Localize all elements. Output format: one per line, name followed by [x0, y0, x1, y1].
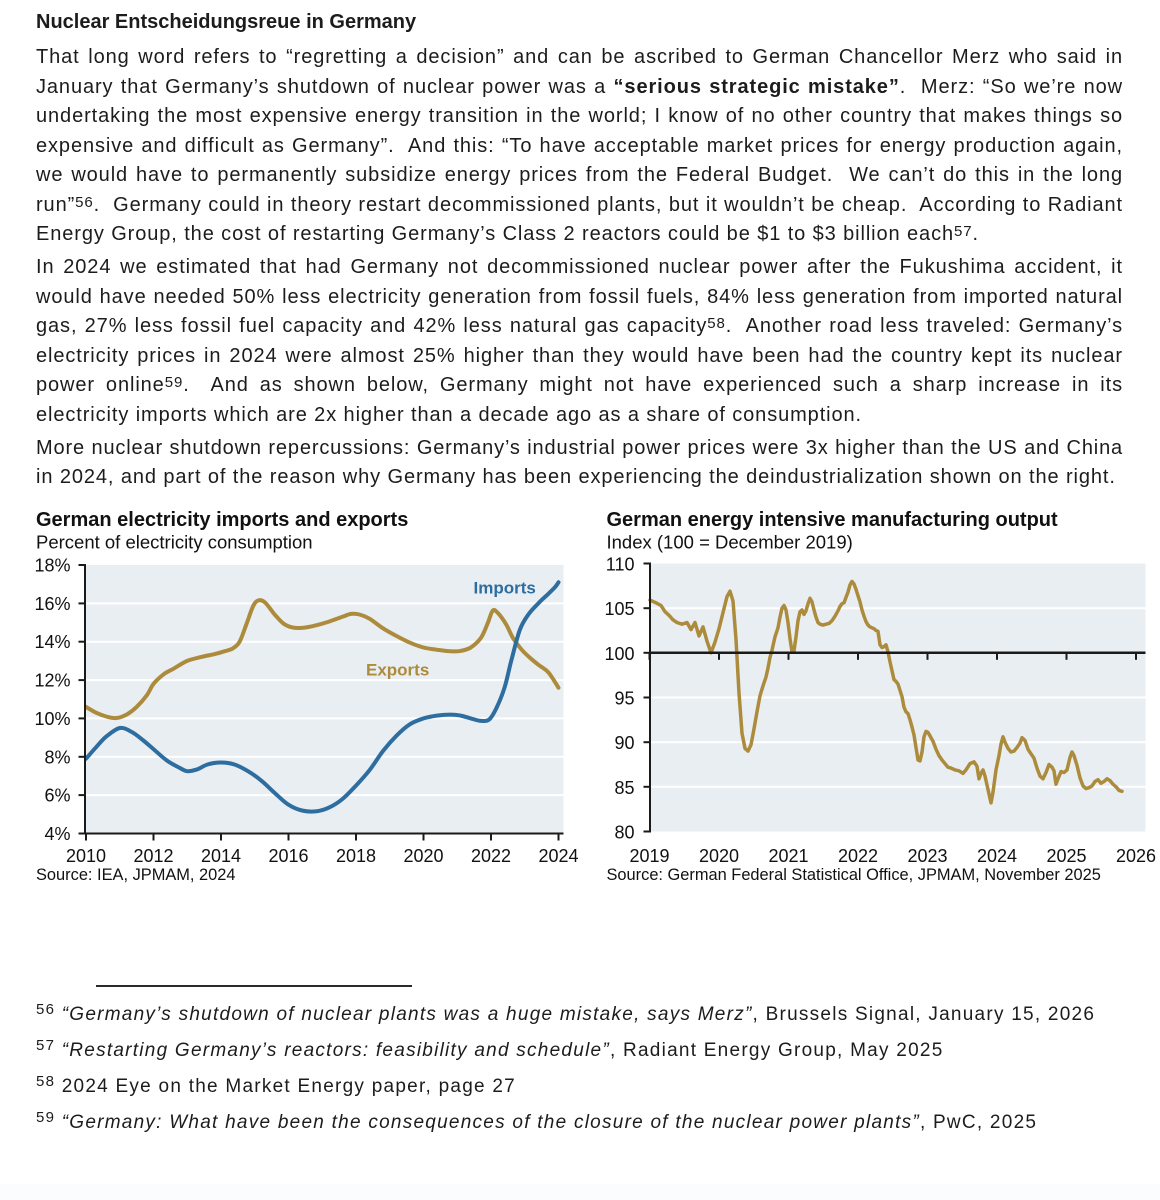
svg-text:2010: 2010: [66, 846, 106, 866]
svg-text:2025: 2025: [1046, 846, 1086, 866]
svg-text:2020: 2020: [403, 846, 443, 866]
svg-text:2021: 2021: [768, 846, 808, 866]
svg-text:2019: 2019: [629, 846, 669, 866]
svg-text:Imports: Imports: [474, 578, 536, 597]
svg-text:4%: 4%: [44, 824, 70, 844]
svg-text:2024: 2024: [538, 846, 578, 866]
svg-text:German energy intensive manufa: German energy intensive manufacturing ou…: [607, 509, 1059, 531]
svg-text:100: 100: [604, 644, 634, 664]
svg-text:14%: 14%: [34, 632, 70, 652]
svg-text:German electricity imports and: German electricity imports and exports: [36, 509, 408, 531]
svg-text:2018: 2018: [336, 846, 376, 866]
svg-text:80: 80: [614, 823, 634, 843]
svg-text:85: 85: [614, 778, 634, 798]
svg-text:12%: 12%: [34, 671, 70, 691]
svg-text:Exports: Exports: [366, 660, 429, 679]
svg-text:Source: German Federal Statist: Source: German Federal Statistical Offic…: [607, 866, 1101, 884]
svg-text:105: 105: [604, 599, 634, 619]
svg-text:2020: 2020: [699, 846, 739, 866]
svg-text:2012: 2012: [133, 846, 173, 866]
svg-text:Source: IEA, JPMAM, 2024: Source: IEA, JPMAM, 2024: [36, 866, 236, 884]
svg-text:95: 95: [614, 689, 634, 709]
svg-text:110: 110: [606, 555, 635, 575]
svg-text:18%: 18%: [34, 556, 70, 576]
svg-text:Index (100 = December 2019): Index (100 = December 2019): [607, 531, 853, 552]
svg-text:8%: 8%: [44, 747, 70, 767]
svg-text:16%: 16%: [34, 594, 70, 614]
svg-text:Percent of electricity consump: Percent of electricity consumption: [36, 531, 313, 552]
svg-text:2026: 2026: [1116, 846, 1156, 866]
svg-text:90: 90: [614, 733, 634, 753]
svg-text:2024: 2024: [977, 846, 1017, 866]
svg-text:10%: 10%: [34, 709, 70, 729]
svg-text:2022: 2022: [471, 846, 511, 866]
svg-text:2023: 2023: [907, 846, 947, 866]
svg-text:6%: 6%: [44, 786, 70, 806]
svg-text:2022: 2022: [838, 846, 878, 866]
svg-text:2014: 2014: [201, 846, 241, 866]
svg-text:2016: 2016: [268, 846, 308, 866]
